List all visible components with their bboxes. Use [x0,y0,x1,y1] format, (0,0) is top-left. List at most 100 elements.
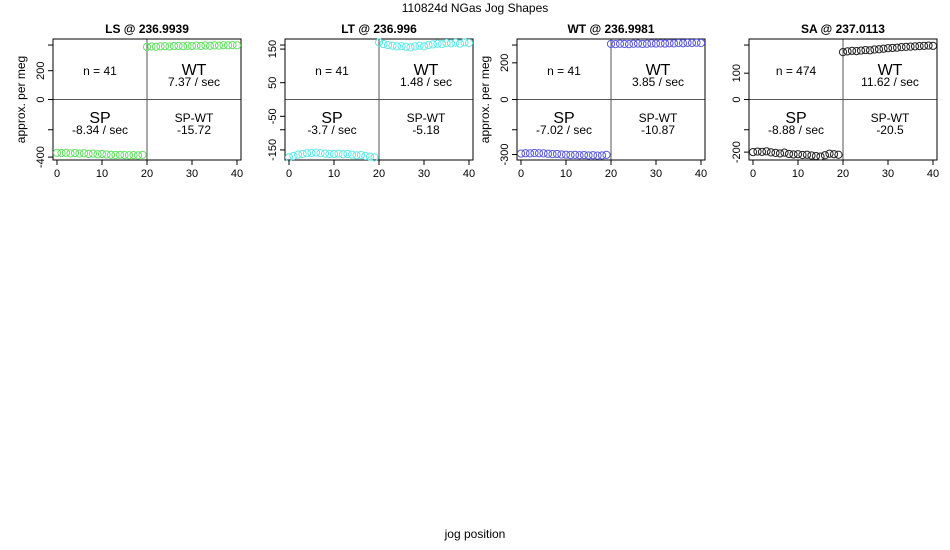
data-point [865,46,875,55]
data-point [615,39,625,48]
data-point [160,42,170,51]
data-point [298,149,307,159]
y-tick-label: 200 [35,62,47,80]
cell-n-count: n = 474 [776,64,817,78]
data-point [320,149,330,158]
data-point [530,148,539,158]
data-point [383,40,393,50]
data-point [192,41,201,50]
x-tick-label: 10 [560,168,572,180]
data-point [816,152,825,161]
data-point [289,151,298,161]
data-point [165,42,174,51]
data-point [642,39,652,48]
cell-wt-rate: 1.48 / sec [400,75,452,89]
cell-spwt-label: SP-WT [407,111,446,125]
data-point [611,40,620,49]
data-point [374,38,384,47]
data-point [174,41,183,51]
data-point [798,150,807,160]
data-point [214,41,224,50]
panel-title: LT @ 236.996 [341,22,417,36]
cell-spwt-value: -15.72 [177,123,211,137]
data-point [516,149,526,158]
data-point [147,42,156,51]
data-point [129,151,138,160]
data-point [575,151,584,160]
data-point [460,38,469,47]
x-tick-label: 30 [650,168,662,180]
data-point [647,39,656,48]
data-point [379,39,388,49]
data-point [683,38,692,47]
data-point [588,151,598,160]
data-point [311,148,321,157]
data-point [142,42,152,52]
data-point [178,42,188,51]
data-point [838,48,848,57]
data-point [325,149,334,159]
data-point [829,150,839,159]
data-point [419,42,429,51]
cell-spwt-label: SP-WT [639,111,678,125]
data-point [406,43,415,52]
cell-sp-rate: -8.88 / sec [768,123,824,137]
data-point [656,39,665,48]
x-tick-label: 10 [792,168,804,180]
data-point [302,149,312,158]
x-tick-label: 30 [186,168,198,180]
data-point [433,39,442,48]
data-point [910,42,920,51]
data-point [651,39,661,48]
data-point [437,39,447,49]
y-tick-label: -300 [499,143,511,165]
panel-2: LT @ 236.996 0 10 20 30 40 -150 -50 50 150 n = 41 W… [267,22,475,180]
x-tick-label: 20 [373,168,385,180]
data-point [548,150,557,159]
y-tick-label: 150 [267,40,279,58]
data-point [825,149,834,158]
x-tick-label: 10 [328,168,340,180]
x-tick-label: 30 [882,168,894,180]
figure-title: 110824d NGas Jog Shapes [401,1,549,15]
data-point [106,150,116,159]
data-point [669,39,679,48]
cell-sp-label: SP [553,110,574,127]
y-tick-label: -50 [267,108,279,124]
data-point [156,42,165,51]
cell-wt-rate: 3.85 / sec [632,75,684,89]
data-point [784,149,794,159]
data-point [606,39,616,49]
data-point [883,44,893,53]
y-tick-label: 50 [267,77,279,89]
data-point [919,41,929,50]
data-point [624,40,634,49]
data-point [748,148,758,157]
cell-sp-label: SP [89,110,110,127]
data-point [892,43,902,52]
cell-spwt-label: SP-WT [175,111,214,125]
data-point [521,149,530,158]
data-point [915,42,924,51]
x-tick-label: 20 [141,168,153,180]
data-point [307,148,316,158]
data-point [789,150,798,159]
data-point [593,151,602,160]
y-tick-label: -150 [267,139,279,161]
data-point [365,152,375,161]
panel-title: WT @ 236.9981 [567,22,654,36]
data-point [151,42,161,51]
data-point [525,149,535,158]
data-point [84,149,93,159]
panel-title: LS @ 236.9939 [105,22,189,36]
data-point [293,150,303,159]
data-point [223,41,233,50]
y-axis-label: approx. per meg [478,56,492,143]
data-point [388,41,397,50]
data-point [93,150,102,159]
cell-n-count: n = 41 [547,64,581,78]
cell-wt-rate: 11.62 / sec [861,75,919,89]
data-point [674,38,683,48]
data-point [793,150,803,159]
